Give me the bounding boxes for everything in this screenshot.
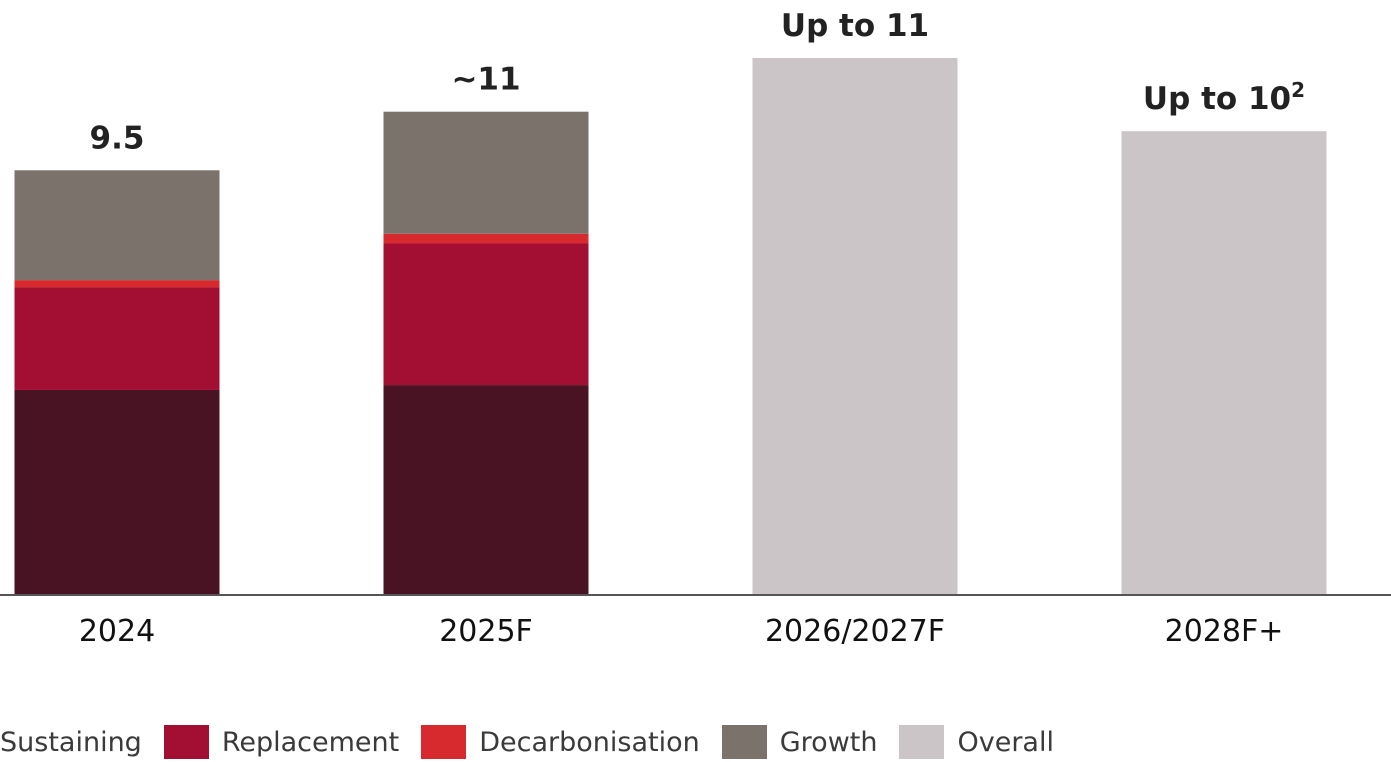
legend-swatch-decarbonisation [421,725,467,759]
total-label-2024: 9.5 [90,120,145,156]
legend-item-replacement: Replacement [163,725,400,759]
bar-decarbonisation-2024 [14,280,220,288]
bar-replacement-2025f [383,243,589,386]
x-tick-label-2024: 2024 [79,614,155,649]
bar-overall-2026-2027f [752,58,958,595]
legend-label-decarbonisation: Decarbonisation [479,726,700,758]
legend-label-replacement: Replacement [221,726,400,758]
total-label-2025f: ~11 [451,62,520,98]
total-label-2028f: Up to 102 [1143,78,1305,117]
legend-item-overall: Overall [899,725,1054,759]
bar-decarbonisation-2025f [383,233,589,244]
chart-legend: Sustaining Replacement Decarbonisation Grow… [0,722,1076,762]
legend-label-growth: Growth [779,726,878,758]
legend-item-sustaining: Sustaining [0,727,142,758]
x-tick-label-2026-2027f: 2026/2027F [765,614,945,649]
bar-growth-2025f [383,111,589,234]
footnote-marker: 2 [1291,78,1305,102]
bar-sustaining-2024 [14,389,220,595]
bar-replacement-2024 [14,287,220,390]
legend-swatch-replacement [163,725,209,759]
bar-growth-2024 [14,170,220,281]
legend-swatch-overall [899,725,945,759]
bar-sustaining-2025f [383,385,589,595]
legend-item-decarbonisation: Decarbonisation [421,725,700,759]
labels-layer: 9.5 2024 ~11 2025F Up to 11 2026/2027F Up to 1… [79,8,1305,649]
legend-label-overall: Overall [957,726,1054,758]
bar-overall-2028f [1121,131,1327,595]
legend-label-sustaining: Sustaining [0,726,142,758]
x-tick-label-2028f: 2028F+ [1165,614,1284,649]
legend-swatch-growth [721,725,767,759]
bars-layer [14,58,1327,595]
legend-item-growth: Growth [721,725,878,759]
x-tick-label-2025f: 2025F [439,614,533,649]
total-label-2026-2027f: Up to 11 [781,8,929,44]
